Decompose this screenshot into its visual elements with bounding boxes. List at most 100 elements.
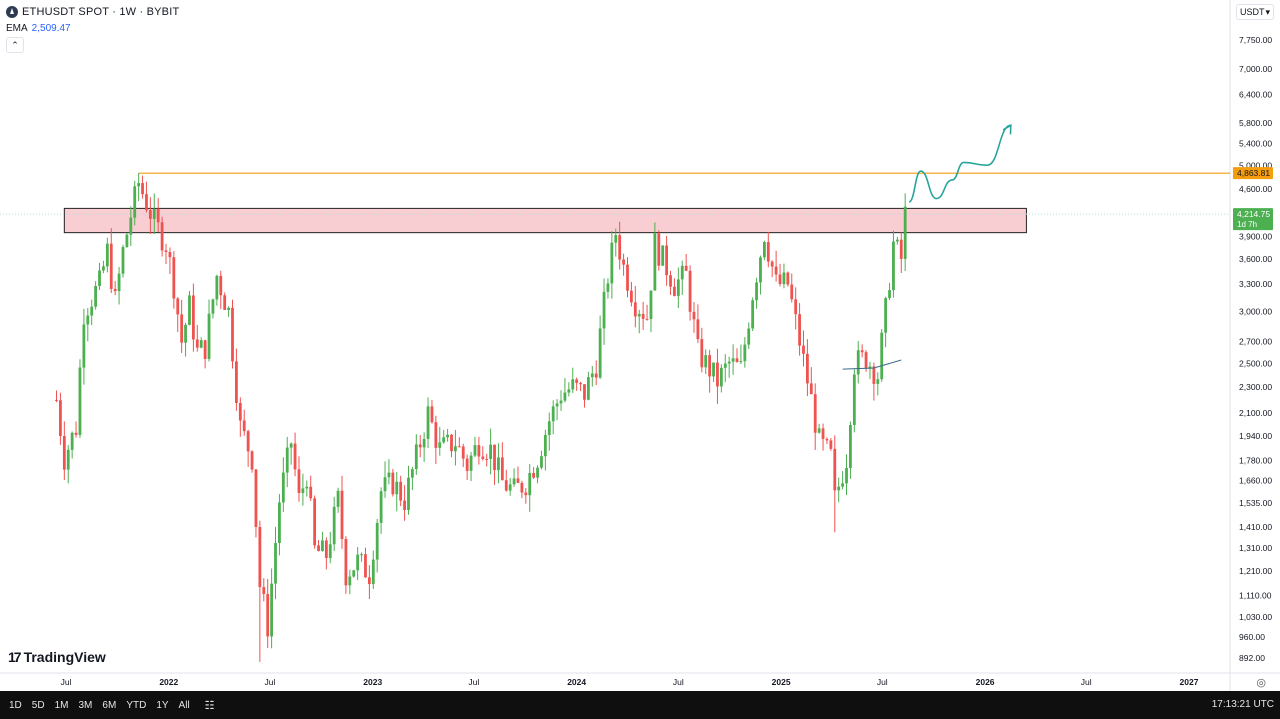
candle-body <box>250 451 254 470</box>
candle-body <box>712 362 715 377</box>
candle-body <box>94 285 98 307</box>
candle-body <box>524 492 528 496</box>
candle-body <box>559 400 563 404</box>
x-tick-label: 2024 <box>567 677 586 687</box>
candle-body <box>352 570 356 577</box>
candle-body <box>477 445 481 457</box>
candle-body <box>82 324 86 368</box>
candle-body <box>145 194 148 211</box>
candle-body <box>614 235 618 243</box>
ath-price-badge <box>1233 167 1273 180</box>
candle-body <box>735 358 739 362</box>
candle-body <box>457 446 461 448</box>
candle-body <box>860 350 864 353</box>
candle-body <box>751 300 755 329</box>
y-tick-label: 2,700.00 <box>1239 336 1272 346</box>
candle-body <box>383 477 387 492</box>
candle-body <box>86 315 90 325</box>
candle-body <box>360 554 363 556</box>
chart-settings-icon[interactable]: ◎ <box>1256 677 1266 689</box>
candle-body <box>434 422 438 448</box>
timeframe-1m[interactable]: 1M <box>54 699 69 711</box>
candle-body <box>364 554 367 578</box>
candle-body <box>219 275 223 296</box>
candle-body <box>215 275 219 300</box>
y-tick-label: 2,300.00 <box>1239 382 1272 392</box>
candle-body <box>540 456 543 468</box>
candle-body <box>806 353 809 384</box>
candle-body <box>532 472 536 478</box>
candle-body <box>903 206 907 259</box>
candle-body <box>160 222 164 251</box>
tradingview-logo[interactable]: 17 TradingView <box>8 649 106 665</box>
candle-body <box>809 383 813 395</box>
chevron-up-icon[interactable]: ⌃ <box>6 37 24 53</box>
candle-body <box>719 367 723 387</box>
candle-body <box>422 438 426 448</box>
candle-body <box>895 239 899 242</box>
candle-body <box>313 498 317 546</box>
candle-body <box>497 457 500 471</box>
candle-body <box>500 457 504 481</box>
candle-body <box>583 384 586 400</box>
candle-body <box>454 446 457 452</box>
timeframe-1y[interactable]: 1Y <box>156 699 169 711</box>
candle-body <box>418 444 422 448</box>
candle-body <box>410 469 414 478</box>
candle-body <box>821 428 825 439</box>
candle-body <box>594 373 598 378</box>
candle-body <box>113 288 117 292</box>
candle-body <box>55 399 58 401</box>
candle-body <box>899 239 903 259</box>
timeframe-1d[interactable]: 1D <box>9 699 22 711</box>
ema-indicator-label[interactable]: EMA <box>6 22 28 34</box>
timeframe-all[interactable]: All <box>178 699 190 711</box>
candle-body <box>817 428 821 433</box>
timeframe-6m[interactable]: 6M <box>102 699 117 711</box>
candle-body <box>74 432 78 435</box>
candle-body <box>567 389 571 393</box>
candle-body <box>743 344 747 362</box>
timeframe-3m[interactable]: 3M <box>78 699 93 711</box>
y-tick-label: 7,000.00 <box>1239 64 1272 74</box>
candle-body <box>813 394 817 433</box>
timeframe-ytd[interactable]: YTD <box>126 699 147 711</box>
candle-body <box>289 443 293 448</box>
candle-body <box>301 488 305 493</box>
candle-body <box>191 295 195 340</box>
candle-body <box>98 270 101 286</box>
calendar-range-icon[interactable]: ☷ <box>204 699 215 712</box>
candle-body <box>207 313 211 359</box>
timeframe-5d[interactable]: 5D <box>31 699 45 711</box>
candle-body <box>669 275 672 287</box>
candle-body <box>242 420 246 432</box>
candle-body <box>692 311 696 320</box>
candle-body <box>379 491 383 523</box>
candle-body <box>598 328 602 378</box>
candle-body <box>731 358 735 362</box>
candle-body <box>109 243 113 289</box>
candle-body <box>59 400 62 437</box>
candle-body <box>78 367 82 435</box>
candle-body <box>168 251 172 258</box>
candle-body <box>62 436 66 470</box>
candle-body <box>266 593 270 637</box>
candle-body <box>586 377 590 400</box>
candle-body <box>649 290 653 320</box>
candle-body <box>716 362 719 387</box>
candle-body <box>856 350 860 375</box>
ema-indicator-value: 2,509.47 <box>31 22 71 34</box>
candle-body <box>129 217 133 235</box>
candle-body <box>231 307 234 362</box>
candle-body <box>626 264 629 291</box>
candle-body <box>872 366 876 384</box>
y-tick-label: 1,780.00 <box>1239 456 1272 466</box>
candle-body <box>845 467 848 484</box>
candle-body <box>770 261 774 267</box>
candle-body <box>618 235 622 260</box>
y-tick-label: 3,900.00 <box>1239 231 1272 241</box>
currency-select[interactable]: USDT ▾ <box>1236 4 1274 20</box>
symbol-title[interactable]: ETHUSDT SPOT · 1W · BYBIT <box>22 6 180 18</box>
candle-body <box>688 270 692 312</box>
